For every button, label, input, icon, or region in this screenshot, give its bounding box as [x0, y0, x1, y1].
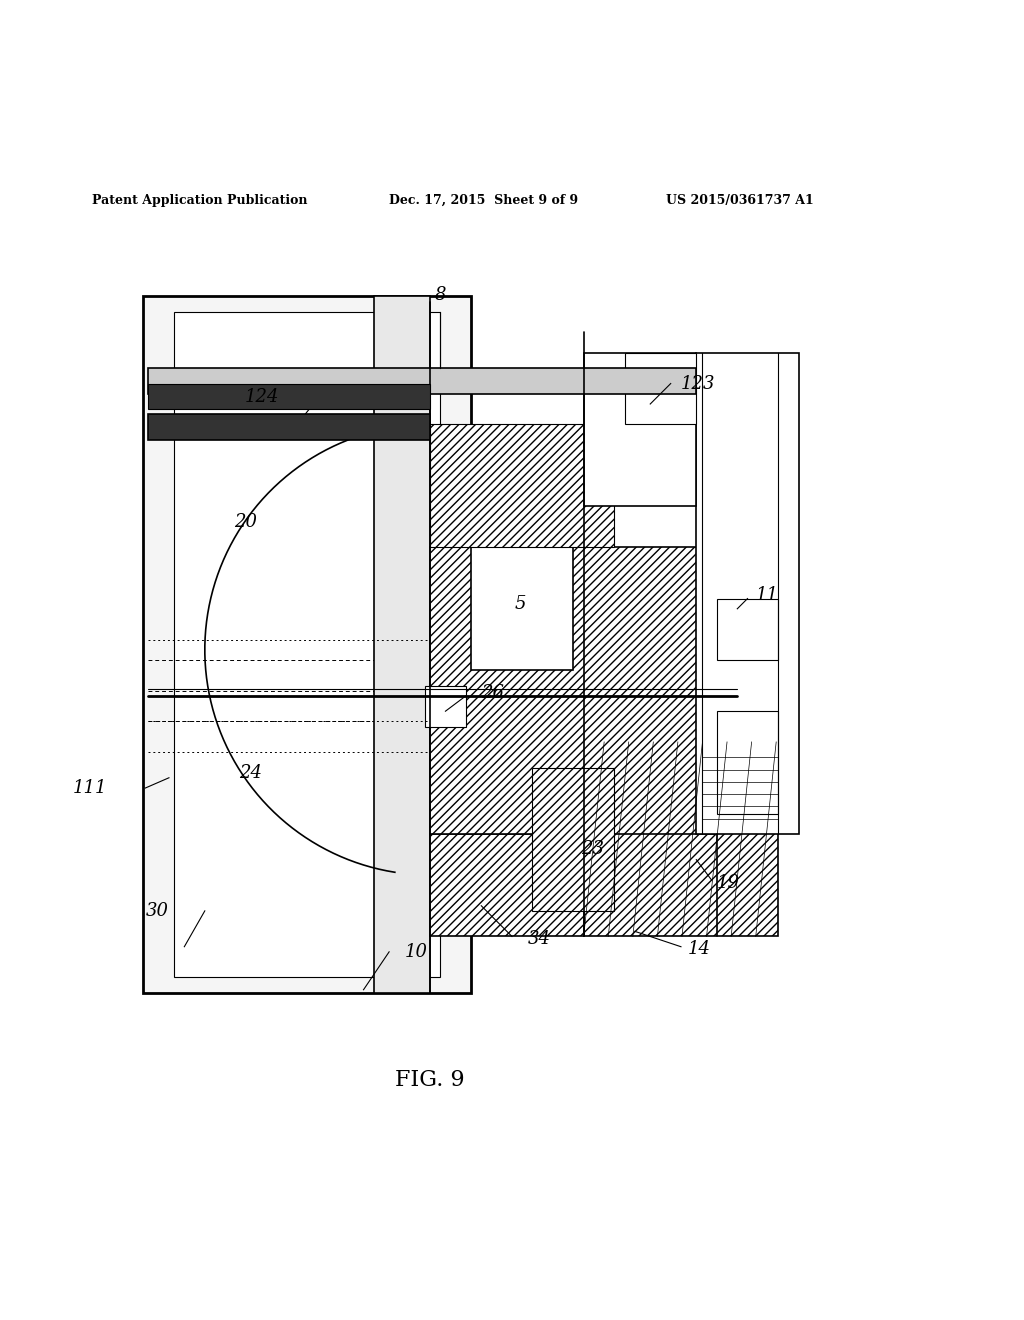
- Bar: [584, 742, 778, 936]
- Bar: [584, 352, 696, 507]
- Bar: [532, 767, 614, 911]
- Text: 111: 111: [73, 779, 108, 797]
- Text: 24: 24: [240, 764, 262, 781]
- Bar: [430, 425, 614, 548]
- Bar: [374, 297, 430, 993]
- Bar: [143, 297, 471, 993]
- Text: 20: 20: [234, 512, 257, 531]
- Bar: [148, 414, 430, 440]
- Text: 8: 8: [434, 285, 446, 304]
- Bar: [430, 834, 584, 936]
- Bar: [174, 312, 440, 977]
- Text: 26: 26: [481, 684, 504, 702]
- Text: US 2015/0361737 A1: US 2015/0361737 A1: [666, 194, 813, 207]
- Bar: [471, 548, 573, 671]
- Bar: [430, 548, 717, 834]
- Text: 124: 124: [245, 388, 280, 405]
- Text: Dec. 17, 2015  Sheet 9 of 9: Dec. 17, 2015 Sheet 9 of 9: [389, 194, 579, 207]
- Text: 19: 19: [717, 874, 739, 892]
- Bar: [425, 685, 466, 726]
- Bar: [696, 352, 799, 834]
- Text: 30: 30: [146, 902, 169, 920]
- Text: 11: 11: [756, 586, 778, 605]
- Text: 123: 123: [681, 375, 716, 392]
- Bar: [625, 352, 696, 425]
- Text: FIG. 9: FIG. 9: [395, 1069, 465, 1090]
- Text: Patent Application Publication: Patent Application Publication: [92, 194, 307, 207]
- Text: 5: 5: [514, 595, 526, 612]
- Bar: [148, 368, 696, 393]
- Bar: [148, 384, 430, 409]
- Bar: [717, 598, 778, 660]
- Text: 34: 34: [527, 929, 550, 948]
- Text: 14: 14: [688, 940, 711, 958]
- Text: 23: 23: [581, 841, 603, 858]
- Text: 10: 10: [404, 942, 427, 961]
- Bar: [717, 711, 778, 813]
